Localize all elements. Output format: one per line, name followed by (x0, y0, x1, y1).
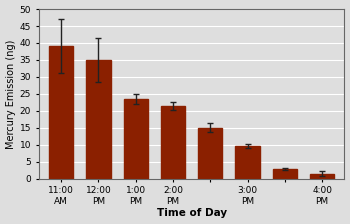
Bar (49, 46, 74, 179)
Bar (161, 106, 185, 179)
Bar (86, 60, 111, 179)
X-axis label: Time of Day: Time of Day (156, 209, 227, 218)
Y-axis label: Mercury Emission (ng): Mercury Emission (ng) (6, 39, 15, 149)
Bar (198, 128, 222, 179)
Bar (273, 169, 297, 179)
Bar (310, 174, 334, 179)
Bar (124, 99, 148, 179)
Bar (236, 146, 260, 179)
